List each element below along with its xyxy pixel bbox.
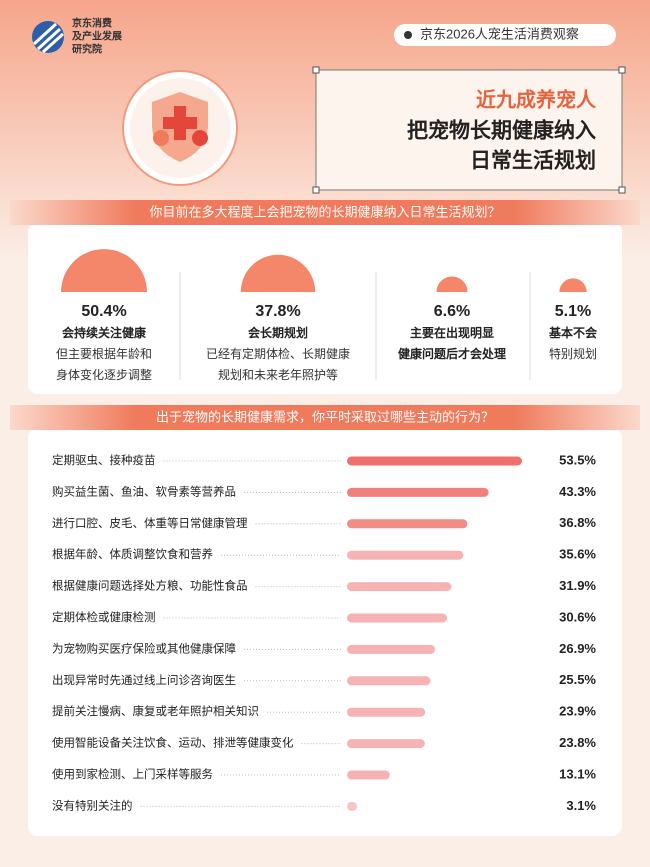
section-bar <box>10 405 640 430</box>
value-label: 3.1% <box>566 798 596 813</box>
health-icon <box>122 70 238 186</box>
org-line: 及产业发展 <box>72 30 122 43</box>
category-label: 基本不会 <box>548 325 598 340</box>
value-label: 30.6% <box>559 609 596 624</box>
section-title: 你目前在多大程度上会把宠物的长期健康纳入日常生活规划？ <box>149 204 500 219</box>
note: 已经有定期体检、长期健康 <box>206 346 350 361</box>
org-line: 研究院 <box>72 43 102 56</box>
value-label: 25.5% <box>559 672 596 687</box>
bar <box>347 487 489 497</box>
category-label: 进行口腔、皮毛、体重等日常健康管理 <box>52 516 248 530</box>
category-label: 会长期规划 <box>248 325 308 340</box>
title: 日常生活规划 <box>470 149 596 173</box>
bar <box>347 707 426 717</box>
value-label: 5.1% <box>555 303 591 320</box>
bar <box>347 801 358 811</box>
category-label: 健康问题后才会处理 <box>398 346 506 361</box>
value-label: 31.9% <box>559 578 596 593</box>
value-label: 6.6% <box>434 303 470 320</box>
value-label: 26.9% <box>559 641 596 656</box>
logo <box>32 21 65 54</box>
semicircle <box>240 254 316 292</box>
category-label: 定期体检或健康检测 <box>52 610 156 624</box>
category-label: 没有特别关注的 <box>52 798 133 812</box>
value-label: 23.9% <box>559 704 596 719</box>
category-label: 提前关注慢病、康复或老年照护相关知识 <box>52 704 259 718</box>
value-label: 13.1% <box>559 766 596 781</box>
bar <box>347 519 468 529</box>
card <box>28 428 622 836</box>
category-label: 会持续关注健康 <box>62 325 147 340</box>
dividers <box>179 272 531 380</box>
bar <box>347 456 522 466</box>
bar <box>347 613 448 623</box>
semicircle <box>436 276 468 292</box>
category-label: 使用到家检测、上门采样等服务 <box>52 767 213 781</box>
note: 但主要根据年龄和 <box>56 347 152 361</box>
category-label: 使用智能设备关注饮食、运动、排泄等健康变化 <box>52 736 294 750</box>
category-label: 根据健康问题选择处方粮、功能性食品 <box>52 579 248 593</box>
value-label: 36.8% <box>559 515 596 530</box>
title-box <box>312 66 626 194</box>
bar <box>347 582 452 592</box>
value-label: 37.8% <box>255 303 300 320</box>
tag-pill <box>394 24 616 46</box>
title-highlight: 近九成养宠人 <box>476 87 597 111</box>
section-bar <box>10 200 640 225</box>
category-label: 根据年龄、体质调整饮食和营养 <box>52 547 213 561</box>
card <box>28 222 622 394</box>
tag: 京东2026人宠生活消费观察 <box>420 26 579 41</box>
note: 规划和未来老年照护等 <box>218 367 338 382</box>
value-label: 43.3% <box>559 484 596 499</box>
category-label: 定期驱虫、接种疫苗 <box>52 453 156 467</box>
semicircle <box>559 278 587 292</box>
section-title: 出于宠物的长期健康需求，你平时采取过哪些主动的行为？ <box>156 409 494 424</box>
bar <box>347 676 431 686</box>
note: 身体变化逐步调整 <box>56 367 152 382</box>
semicircle <box>61 249 147 292</box>
paw-icon <box>404 31 412 39</box>
title: 把宠物长期健康纳入 <box>407 119 596 143</box>
category-label: 主要在出现明显 <box>410 325 494 340</box>
bar <box>347 550 464 560</box>
note: 特别规划 <box>549 346 597 361</box>
bar <box>347 644 435 654</box>
value-label: 35.6% <box>559 547 596 562</box>
bar <box>347 770 390 780</box>
category-label: 为宠物购买医疗保险或其他健康保障 <box>52 641 236 655</box>
value-label: 53.5% <box>559 452 596 467</box>
org-line: 京东消费 <box>72 17 112 30</box>
category-label: 购买益生菌、鱼油、软骨素等营养品 <box>52 484 236 498</box>
bar <box>347 739 425 749</box>
category-label: 出现异常时先通过线上问诊咨询医生 <box>52 673 236 687</box>
value-label: 50.4% <box>81 303 126 320</box>
value-label: 23.8% <box>559 735 596 750</box>
